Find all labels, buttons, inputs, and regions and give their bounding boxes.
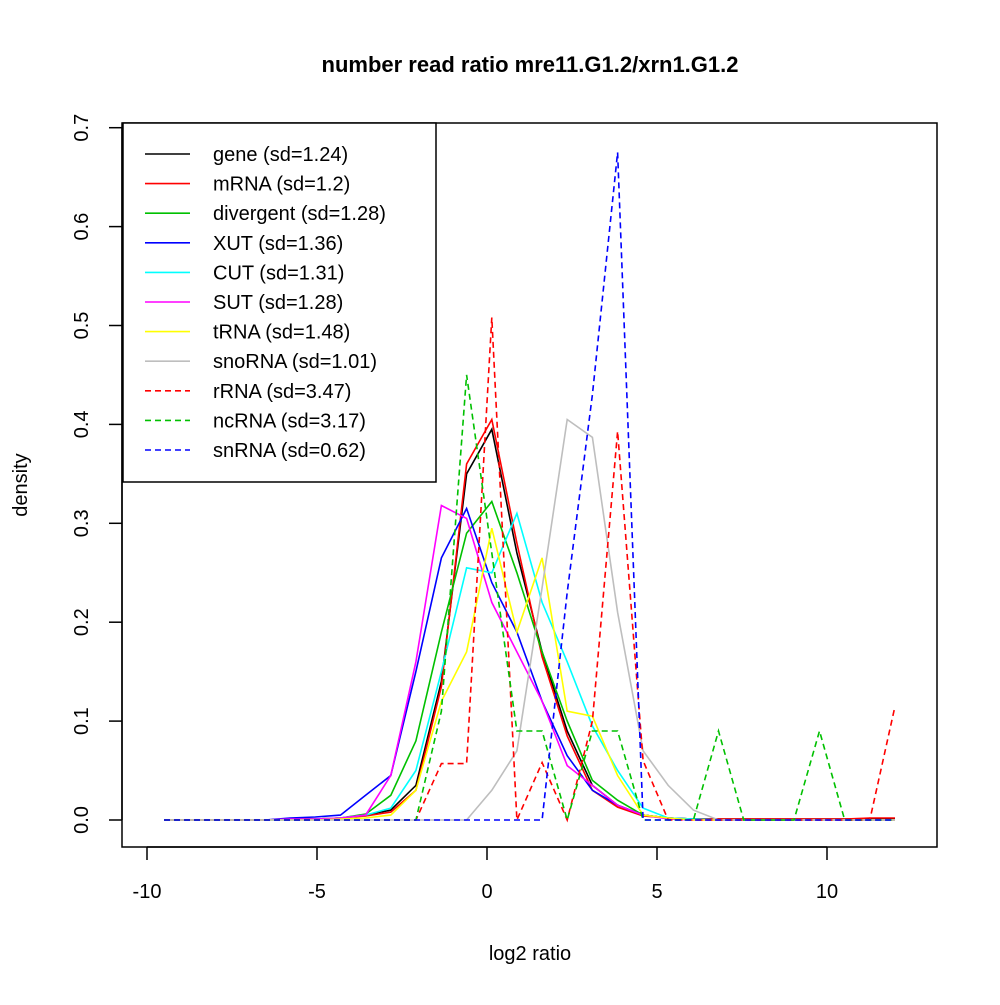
y-tick-label: 0.6: [71, 213, 93, 241]
y-axis-label: density: [10, 453, 32, 516]
legend-label: divergent (sd=1.28): [213, 203, 386, 225]
x-axis-label: log2 ratio: [489, 943, 571, 965]
series-line-sut: [164, 504, 895, 821]
y-tick-label: 0.4: [71, 410, 93, 438]
legend-label: mRNA (sd=1.2): [213, 174, 350, 196]
legend: gene (sd=1.24) mRNA (sd=1.2) divergent (sd…: [145, 144, 386, 462]
legend-label: tRNA (sd=1.48): [213, 322, 350, 344]
legend-label: rRNA (sd=3.47): [213, 381, 351, 403]
y-tick-label: 0.5: [71, 312, 93, 340]
x-tick-label: 0: [481, 881, 492, 903]
legend-label: snRNA (sd=0.62): [213, 440, 366, 462]
x-tick-label: -5: [308, 881, 326, 903]
legend-label: SUT (sd=1.28): [213, 292, 343, 314]
x-tick-label: -10: [133, 881, 162, 903]
chart-title: number read ratio mre11.G1.2/xrn1.G1.2: [322, 52, 739, 77]
y-tick-label: 0.1: [71, 707, 93, 735]
y-tick-label: 0.2: [71, 608, 93, 636]
series-line-divergent: [164, 499, 895, 821]
legend-label: ncRNA (sd=3.17): [213, 410, 366, 432]
y-tick-label: 0.0: [71, 806, 93, 834]
legend-label: XUT (sd=1.36): [213, 233, 343, 255]
series-lines: [164, 152, 896, 823]
x-tick-label: 10: [816, 881, 838, 903]
x-axis: -10 -5 0 5 10: [133, 846, 838, 903]
legend-label: CUT (sd=1.31): [213, 262, 344, 284]
series-line-gene: [164, 427, 895, 821]
x-tick-label: 5: [651, 881, 662, 903]
y-axis: 0.0 0.1 0.2 0.3 0.4 0.5 0.6 0.7: [71, 114, 123, 834]
y-tick-label: 0.7: [71, 114, 93, 142]
legend-label: snoRNA (sd=1.01): [213, 351, 377, 373]
legend-label: gene (sd=1.24): [213, 144, 348, 166]
y-tick-label: 0.3: [71, 509, 93, 537]
series-line-snrna: [164, 152, 895, 821]
